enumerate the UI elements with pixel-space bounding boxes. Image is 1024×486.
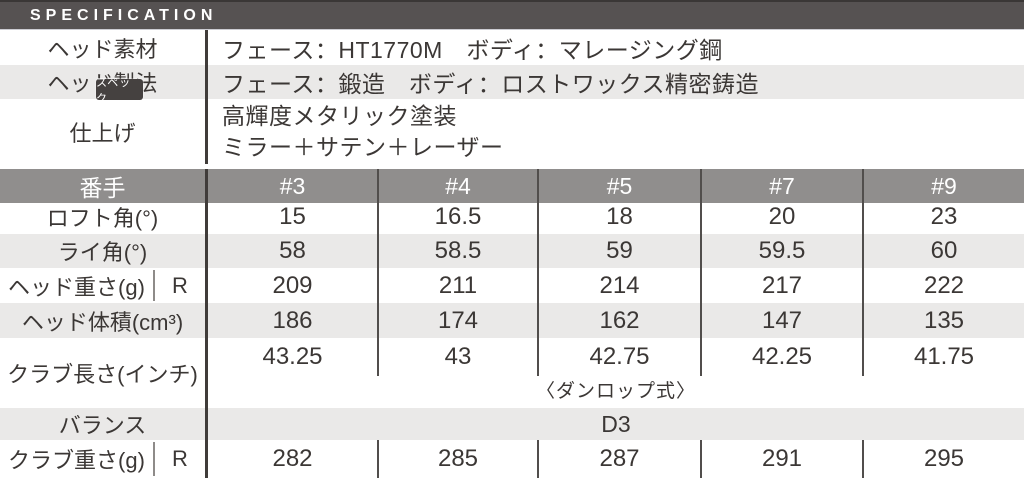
spec-row-head-volume: ヘッド体積(cm³) 186 174 162 147 135 [0,303,1024,338]
spec-row-club-weight-label: クラブ重さ(g) R [0,440,208,478]
club-length-value-3: 43.25 [262,343,323,370]
loft-value-4: 16.5 [377,200,537,234]
club-weight-value-9: 295 [862,440,1024,478]
spec-header-label: 番手 [0,169,208,203]
loft-value-3: 15 [279,203,306,230]
spec-row-head-volume-label: ヘッド体積(cm³) [0,303,208,338]
column-header-3: #3 [208,169,377,203]
row-head-material-label: ヘッド素材 [0,30,208,65]
lie-value-7: 59.5 [700,234,862,268]
row-finish-label: 仕上げ [0,99,208,164]
lie-value-5: 59 [537,234,700,268]
loft-value-5: 18 [537,200,700,234]
row-head-construction: ヘッド製法 フェース：鍛造 ボディ：ロストワックス精密鋳造 [0,65,1024,99]
spec-row-lie-label: ライ角(°) [0,234,208,268]
club-weight-value-4: 285 [377,440,537,478]
head-volume-value-3: 186 [272,306,313,334]
lie-value-3: 58 [279,237,306,264]
head-weight-value-9: 222 [862,268,1024,303]
head-weight-value-7: 217 [700,268,862,303]
column-header-5: #5 [537,169,700,203]
head-weight-value-4: 211 [377,268,537,303]
column-header-4: #4 [377,169,537,203]
page-title: SPECIFICATION [30,6,218,24]
club-weight-value-3: 282 [272,445,313,472]
column-header-9: #9 [862,169,1024,203]
head-weight-flex-label: R [172,272,188,298]
row-finish: 仕上げ 高輝度メタリック塗装 ミラー＋サテン＋レーザー [0,99,1024,164]
spec-row-lie: ライ角(°) 58 58.5 59 59.5 60 [0,234,1024,268]
spec-row-balance-label: バランス [0,408,208,440]
club-weight-value-7: 291 [700,440,862,478]
club-weight-flex-divider [153,442,155,476]
club-length-value-5: 42.75 [537,338,700,376]
spec-row-loft: ロフト角(°) 15 16.5 18 20 23 [0,200,1024,234]
loft-value-7: 20 [700,200,862,234]
club-length-value-7: 42.25 [700,338,862,376]
club-weight-value-5: 287 [537,440,700,478]
spec-row-balance: バランス D3 [0,408,1024,440]
spec-row-club-length: クラブ長さ(インチ) 43.25 43 42.75 42.25 41.75 〈ダ… [0,338,1024,408]
row-head-material: ヘッド素材 フェース：HT1770M ボディ：マレージング鋼 [0,30,1024,65]
head-volume-value-7: 147 [700,303,862,338]
title-bar: SPECIFICATION [0,0,1024,30]
spec-row-loft-label: ロフト角(°) [0,200,208,234]
head-volume-value-5: 162 [537,303,700,338]
club-length-note: 〈ダンロップ式〉 [535,381,696,402]
section-gap [0,164,1024,169]
row-head-material-value: フェース：HT1770M ボディ：マレージング鋼 [222,36,723,63]
head-weight-label-text: ヘッド重さ(g) [8,274,145,300]
head-weight-value-5: 214 [537,268,700,303]
lie-value-4: 58.5 [377,234,537,268]
club-length-value-9: 41.75 [862,338,1024,376]
row-finish-value: 高輝度メタリック塗装 ミラー＋サテン＋レーザー [208,99,1024,164]
head-weight-flex-divider [153,270,155,301]
club-weight-label-text: クラブ重さ(g) [8,448,145,473]
spec-badge-label: スペック [96,76,132,105]
loft-value-9: 23 [862,200,1024,234]
lie-value-9: 60 [862,234,1024,268]
balance-value: D3 [601,410,631,437]
row-finish-line1: 高輝度メタリック塗装 [222,102,457,129]
spec-badge: スペック [96,77,143,105]
club-weight-flex-label: R [172,446,188,471]
spec-header-row: 番手 #3 #4 #5 #7 #9 [0,169,1024,203]
spec-row-head-weight-label: ヘッド重さ(g) R [0,268,208,303]
head-volume-value-9: 135 [862,303,1024,338]
column-header-7: #7 [700,169,862,203]
row-head-construction-value: フェース：鍛造 ボディ：ロストワックス精密鋳造 [222,71,760,97]
row-finish-line2: ミラー＋サテン＋レーザー [222,133,504,160]
spec-row-club-weight: クラブ重さ(g) R 282 285 287 291 295 [0,440,1024,478]
spec-row-club-length-label: クラブ長さ(インチ) [0,338,208,408]
head-weight-value-3: 209 [272,271,313,299]
head-volume-value-4: 174 [377,303,537,338]
spec-row-head-weight: ヘッド重さ(g) R 209 211 214 217 222 [0,268,1024,303]
club-length-value-4: 43 [377,338,537,376]
